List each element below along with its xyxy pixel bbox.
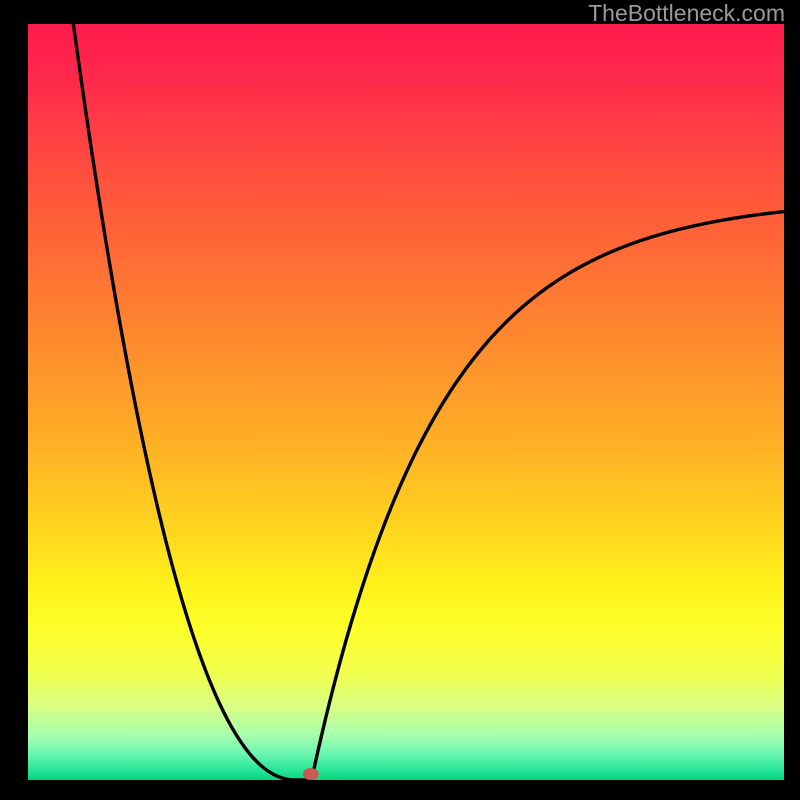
- minimum-marker: [303, 768, 319, 780]
- curve-layer: [28, 24, 784, 780]
- plot-area: [28, 24, 784, 780]
- outer-frame: TheBottleneck.com: [0, 0, 800, 800]
- watermark-text: TheBottleneck.com: [588, 0, 785, 27]
- bottleneck-curve: [73, 24, 784, 780]
